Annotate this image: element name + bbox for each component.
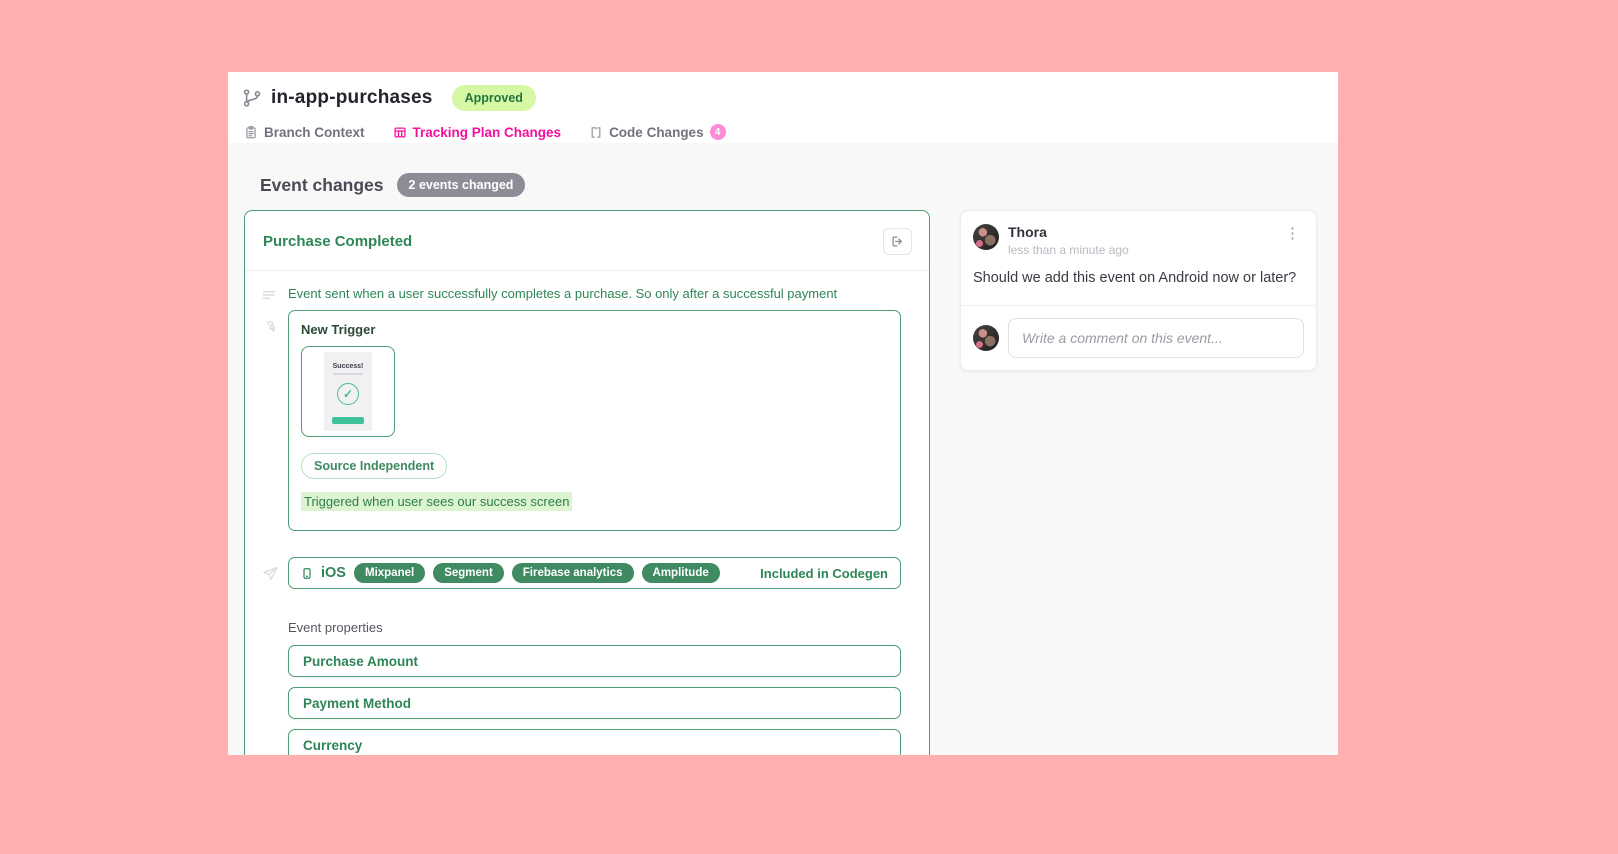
codegen-status: Included in Codegen bbox=[760, 565, 888, 581]
destination-pill: Mixpanel bbox=[353, 563, 426, 583]
paper-plane-icon bbox=[262, 565, 279, 582]
comment-timestamp: less than a minute ago bbox=[1008, 243, 1129, 257]
platform-name: iOS bbox=[321, 565, 346, 581]
events-changed-badge: 2 events changed bbox=[396, 173, 526, 197]
destination-pill: Segment bbox=[433, 563, 504, 583]
status-badge[interactable]: Approved bbox=[451, 85, 536, 111]
comment-input[interactable] bbox=[1008, 318, 1304, 358]
tab-label: Tracking Plan Changes bbox=[412, 124, 562, 140]
open-event-button[interactable] bbox=[883, 228, 912, 255]
destination-pill: Firebase analytics bbox=[511, 563, 634, 583]
new-trigger-box: New Trigger Success! ✓ Source Independen… bbox=[267, 310, 901, 531]
branch-header: in-app-purchases Approved Branch Context bbox=[228, 72, 1338, 152]
app-window: in-app-purchases Approved Branch Context bbox=[228, 72, 1338, 755]
tap-icon bbox=[262, 319, 279, 336]
trigger-screenshot[interactable]: Success! ✓ bbox=[301, 346, 395, 437]
event-name: Purchase Completed bbox=[263, 233, 413, 250]
tab-branch-context[interactable]: Branch Context bbox=[244, 124, 365, 151]
event-description: Event sent when a user successfully comp… bbox=[288, 286, 838, 301]
tab-code-changes[interactable]: Code Changes 4 bbox=[589, 124, 726, 151]
property-name: Currency bbox=[303, 737, 363, 753]
page-title: Event changes bbox=[260, 174, 384, 195]
source-independent-pill: Source Independent bbox=[301, 453, 448, 479]
code-changes-count-badge: 4 bbox=[709, 124, 726, 140]
mockup-subtext-line bbox=[333, 373, 363, 375]
property-row[interactable]: Payment Method bbox=[288, 687, 901, 719]
mockup-title: Success! bbox=[332, 363, 364, 370]
trigger-label: New Trigger bbox=[301, 322, 376, 337]
property-name: Payment Method bbox=[303, 695, 412, 711]
branch-name: in-app-purchases bbox=[271, 87, 433, 108]
trigger-description: Triggered when user sees our success scr… bbox=[301, 492, 573, 511]
phone-mockup: Success! ✓ bbox=[324, 352, 372, 431]
event-properties-label: Event properties bbox=[288, 620, 383, 635]
comment-panel: Thora less than a minute ago ⋮ Should we… bbox=[960, 210, 1317, 371]
mockup-cta-button bbox=[332, 417, 364, 424]
event-description-row: Event sent when a user successfully comp… bbox=[262, 286, 901, 301]
property-row[interactable]: Purchase Amount bbox=[288, 645, 901, 677]
tab-label: Code Changes bbox=[609, 124, 704, 140]
text-lines-icon bbox=[261, 287, 277, 303]
clipboard-icon bbox=[244, 125, 258, 140]
check-icon: ✓ bbox=[337, 383, 359, 405]
event-card: Purchase Completed bbox=[244, 210, 930, 755]
comment-text: Should we add this event on Android now … bbox=[973, 270, 1297, 286]
table-icon bbox=[393, 125, 407, 140]
property-name: Purchase Amount bbox=[303, 653, 419, 669]
code-brackets-icon bbox=[589, 125, 603, 140]
property-row[interactable]: Currency bbox=[288, 729, 901, 755]
kebab-menu-icon[interactable]: ⋮ bbox=[1285, 225, 1300, 242]
content-area: Event changes 2 events changed Purchase … bbox=[228, 143, 1338, 755]
ios-source-row[interactable]: iOS Mixpanel Segment Firebase analytics … bbox=[263, 557, 901, 589]
tab-label: Branch Context bbox=[264, 124, 365, 140]
destination-pill: Amplitude bbox=[641, 563, 720, 583]
mobile-phone-icon bbox=[301, 565, 313, 582]
git-branch-icon bbox=[242, 88, 262, 108]
open-event-icon bbox=[890, 234, 905, 249]
avatar bbox=[973, 325, 999, 351]
comment-author: Thora bbox=[1008, 224, 1047, 240]
avatar bbox=[973, 224, 999, 250]
